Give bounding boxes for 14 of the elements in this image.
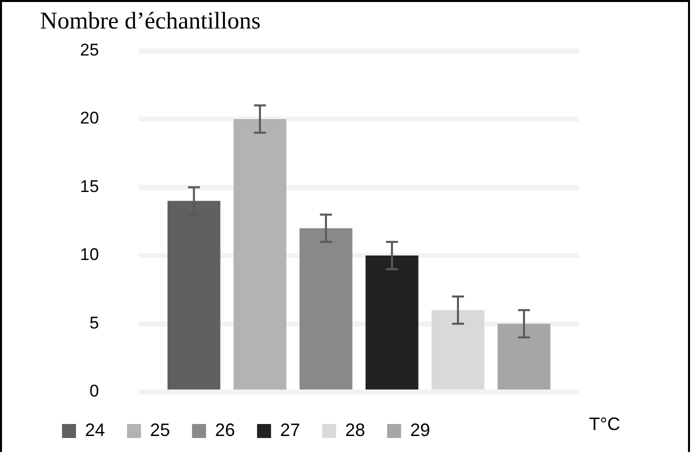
legend-label: 25 [150,420,170,440]
legend-label: 29 [410,420,430,440]
y-tick-label: 25 [80,40,99,60]
y-tick-label: 20 [80,108,99,128]
y-tick-label: 5 [89,313,99,332]
legend-label: 28 [345,420,366,440]
legend-label: 26 [215,420,236,440]
legend-label: 27 [280,420,300,440]
chart-title: Nombre d’échantillons [40,8,261,35]
legend-label: 24 [85,420,106,440]
x-axis-title: T°C [589,414,620,434]
y-tick-label: 10 [80,245,99,264]
y-tick-label: 15 [80,176,99,196]
y-tick-label: 0 [89,382,99,401]
